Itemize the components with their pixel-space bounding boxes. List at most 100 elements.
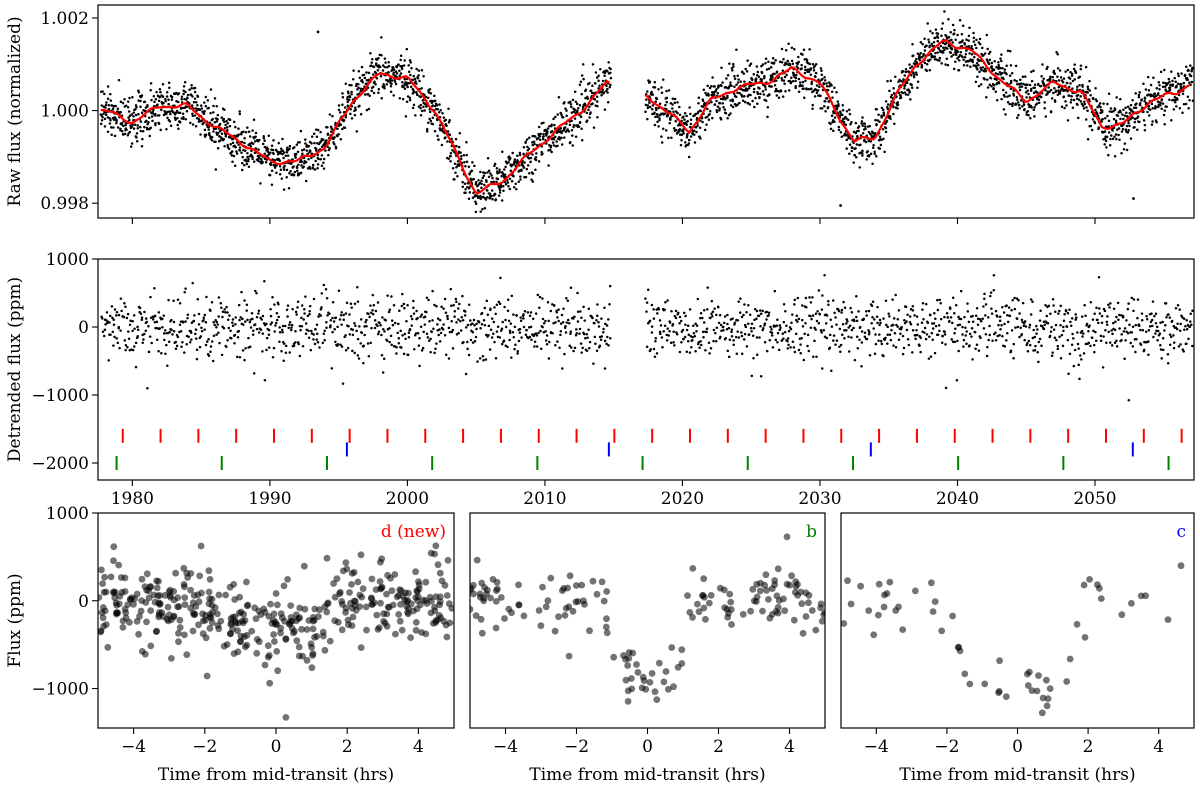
raw-flux-point — [523, 161, 526, 164]
raw-flux-point — [570, 105, 573, 109]
detrended-point — [568, 344, 571, 347]
detrended-point — [964, 334, 967, 337]
raw-flux-point — [860, 122, 863, 125]
detrended-point — [906, 313, 909, 317]
detrended-point — [920, 321, 924, 324]
detrended-point — [157, 311, 161, 314]
raw-flux-point — [774, 87, 778, 91]
raw-flux-point — [936, 39, 939, 43]
raw-flux-point — [279, 168, 283, 172]
raw-flux-point — [780, 61, 784, 64]
detrended-point — [723, 315, 727, 318]
raw-flux-point — [1119, 97, 1122, 101]
detrended-point — [115, 311, 119, 314]
raw-flux-point — [919, 51, 922, 55]
detrended-point — [650, 303, 654, 307]
raw-flux-point — [203, 110, 206, 113]
detrended-point — [313, 342, 317, 346]
raw-flux-point — [480, 179, 483, 183]
raw-flux-point — [920, 64, 924, 67]
raw-flux-point — [461, 185, 465, 188]
raw-flux-point — [1000, 72, 1004, 75]
detrended-point — [498, 336, 502, 339]
raw-flux-point — [1015, 96, 1019, 99]
detrended-point — [117, 325, 121, 329]
raw-flux-point — [143, 125, 146, 129]
raw-flux-point — [830, 84, 833, 87]
raw-flux-point — [1070, 98, 1073, 101]
detrended-point — [666, 327, 669, 330]
raw-flux-point — [180, 95, 184, 99]
raw-flux-point — [591, 84, 594, 87]
detrended-point — [493, 306, 496, 309]
raw-flux-point — [976, 68, 979, 71]
raw-flux-point — [730, 84, 733, 87]
raw-flux-point — [977, 84, 981, 88]
raw-flux-point — [585, 111, 589, 115]
raw-flux-point — [1188, 98, 1191, 102]
raw-flux-point — [946, 63, 950, 67]
raw-flux-point — [603, 108, 607, 111]
detrended-point — [722, 321, 726, 325]
raw-flux-point — [1182, 102, 1186, 106]
raw-flux-point — [463, 182, 467, 186]
detrended-point — [155, 338, 159, 342]
raw-flux-point — [842, 120, 846, 124]
raw-flux-point — [419, 103, 423, 107]
raw-flux-point — [687, 142, 691, 145]
detrended-point — [785, 324, 788, 328]
raw-flux-point — [910, 65, 914, 68]
raw-flux-point — [944, 42, 948, 45]
raw-flux-point — [1010, 72, 1014, 75]
raw-flux-point — [173, 104, 176, 107]
raw-flux-point — [910, 83, 913, 87]
detrended-point — [815, 319, 819, 323]
raw-flux-point — [863, 122, 867, 125]
detrended-point — [420, 313, 424, 316]
raw-flux-point — [204, 95, 208, 99]
raw-flux-point — [986, 86, 990, 89]
detrended-point — [801, 304, 804, 307]
raw-flux-point — [804, 79, 807, 82]
detrended-point — [111, 330, 115, 334]
raw-flux-point — [1117, 127, 1121, 130]
raw-flux-point — [406, 85, 409, 89]
detrended-point — [758, 336, 761, 339]
raw-flux-point — [942, 46, 945, 49]
raw-flux-point — [873, 152, 877, 156]
raw-flux-point — [896, 101, 900, 104]
detrended-point — [988, 333, 991, 337]
raw-flux-point — [383, 86, 386, 90]
detrended-point — [733, 321, 737, 325]
detrended-point — [265, 322, 268, 326]
raw-flux-point — [262, 134, 265, 138]
raw-flux-point — [814, 62, 818, 66]
raw-flux-point — [914, 71, 918, 74]
raw-flux-point — [715, 88, 718, 91]
detrended-point — [308, 304, 312, 308]
raw-flux-point — [278, 159, 282, 163]
raw-flux-point — [731, 62, 735, 66]
detrended-point — [652, 308, 655, 311]
raw-flux-point — [554, 115, 557, 119]
detrended-point — [776, 331, 780, 335]
detrended-point — [453, 315, 456, 318]
detrended-point — [558, 346, 561, 349]
raw-flux-point — [152, 108, 155, 112]
detrended-point — [334, 340, 337, 344]
detrended-point — [438, 318, 442, 322]
raw-flux-point — [407, 70, 411, 74]
detrended-point — [309, 348, 313, 352]
raw-flux-point — [1163, 122, 1166, 126]
detrended-point — [298, 354, 302, 358]
detrended-point — [146, 386, 149, 390]
raw-flux-point — [1002, 108, 1006, 111]
raw-flux-point — [661, 127, 665, 130]
raw-flux-point — [237, 143, 240, 147]
detrended-point — [294, 310, 298, 314]
raw-flux-point — [136, 127, 140, 130]
detrended-point — [880, 342, 884, 346]
detrended-point — [499, 276, 502, 280]
detrended-point — [830, 325, 834, 328]
